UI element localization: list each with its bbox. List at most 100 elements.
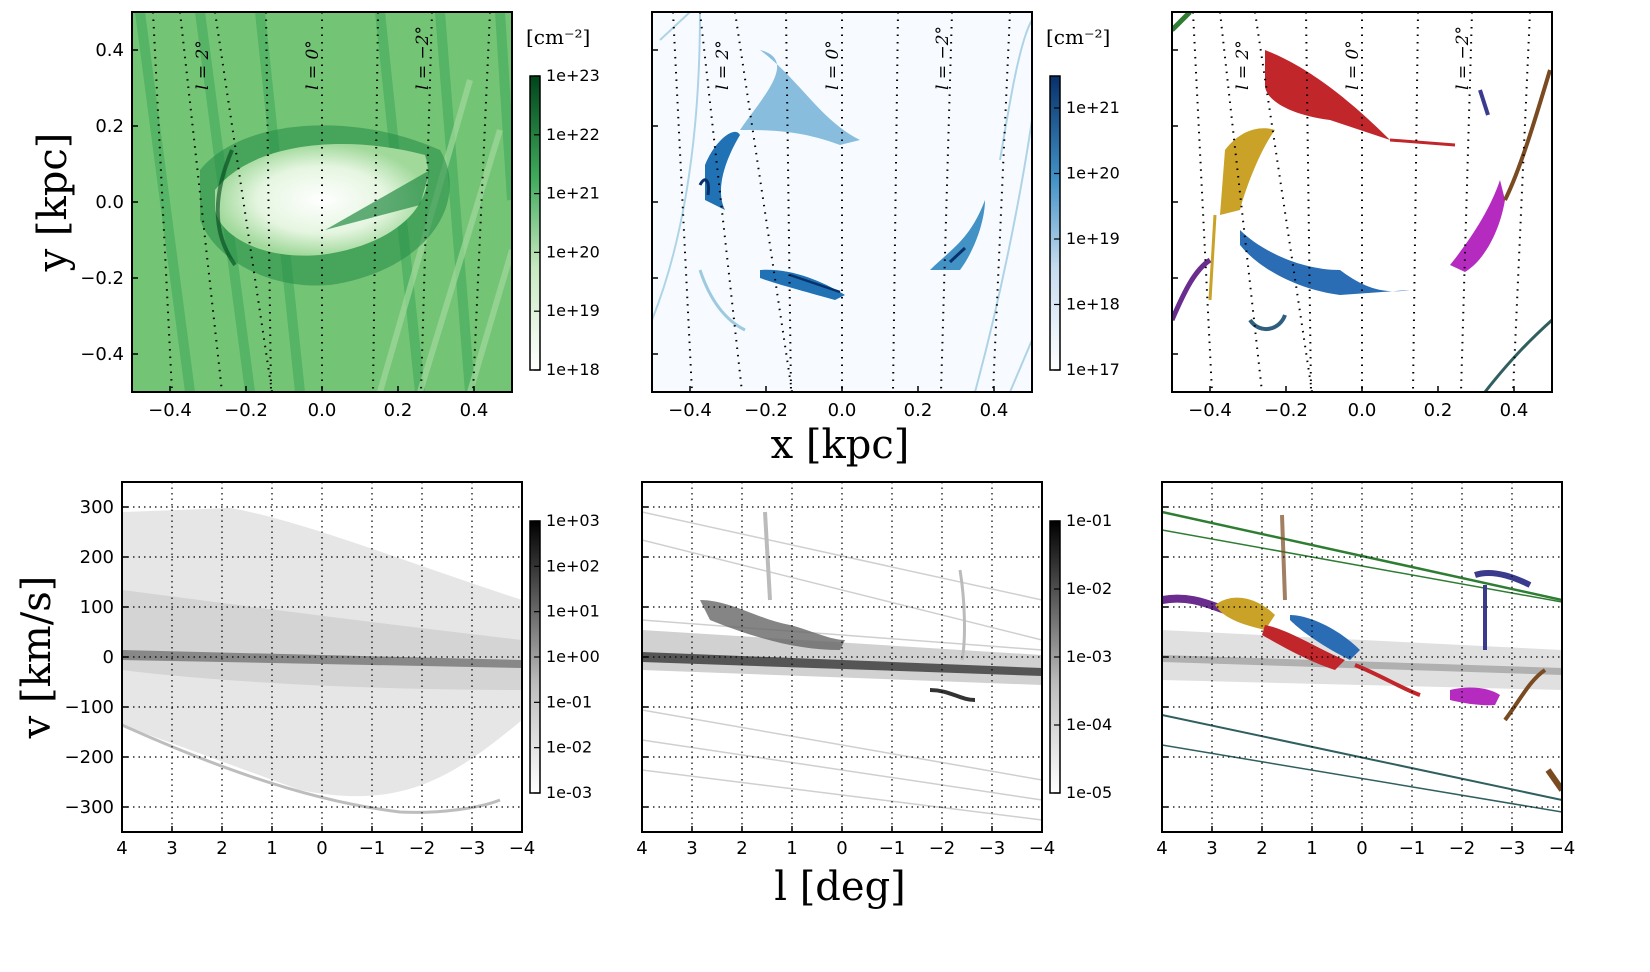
x-tick-label: 4 xyxy=(1156,838,1167,859)
x-tick-label: 0 xyxy=(836,838,847,859)
longitude-label-l-0: l = 0° xyxy=(823,40,843,90)
x-tick-label: 0.2 xyxy=(1424,400,1453,421)
x-tick-label: 0.0 xyxy=(1348,400,1377,421)
colorbar-tick-label: 1e-01 xyxy=(546,692,592,711)
longitude-label-l-0: l = 0° xyxy=(303,40,323,90)
y-tick-label: 0.0 xyxy=(95,192,124,213)
x-tick-label: 0.2 xyxy=(384,400,413,421)
y-tick-label: −300 xyxy=(65,797,114,818)
l-axis-label: l [deg] xyxy=(774,864,906,910)
colorbar-tick-label: 1e+18 xyxy=(1066,295,1120,314)
colorbar-unit-top-middle: [cm⁻²] xyxy=(1046,25,1110,49)
x-tick-label: 0 xyxy=(1356,838,1367,859)
colorbar-tick-label: 1e+00 xyxy=(546,647,600,666)
colorbar-tick-label: 1e+21 xyxy=(546,184,600,203)
panel-top-right: l = 2° l = 0° l = −2° −0.4 −0.2 0.0 0.2 0.4 xyxy=(1171,11,1553,421)
longitude-label-l-2: l = 2° xyxy=(193,40,213,90)
x-tick-label: −3 xyxy=(1499,838,1526,859)
y-tick-label: 100 xyxy=(80,597,114,618)
colorbar-tick-label: 1e+20 xyxy=(546,242,600,261)
colorbar-tick-label: 1e+02 xyxy=(546,556,600,575)
x-tick-label: −0.4 xyxy=(148,400,192,421)
colorbar-tick-label: 1e+18 xyxy=(546,360,600,379)
grid-bottom-left xyxy=(122,482,522,832)
x-tick-label: −3 xyxy=(459,838,486,859)
colorbar-tick-label: 1e-01 xyxy=(1066,511,1112,530)
y-tick-label: −200 xyxy=(65,747,114,768)
x-tick-label: −4 xyxy=(1549,838,1576,859)
y-tick-label: 200 xyxy=(80,547,114,568)
x-tick-label: 4 xyxy=(636,838,647,859)
colorbar-tick-label: 1e-02 xyxy=(546,738,592,757)
colorbar-tick-label: 1e+21 xyxy=(1066,98,1120,117)
y-tick-label: 300 xyxy=(80,497,114,518)
x-tick-label: 0.0 xyxy=(828,400,857,421)
panel-bottom-left: 4 3 2 1 0 −1 −2 −3 −4 300 200 100 0 −100 −200 −300 1e-0… xyxy=(65,481,600,859)
longitude-label-l-2: l = 2° xyxy=(713,40,733,90)
x-tick-label: −0.4 xyxy=(668,400,712,421)
panel-top-middle: l = 2° l = 0° l = −2° −0.4 −0.2 0.0 0.2 0.4 … xyxy=(651,11,1120,421)
x-tick-label: −1 xyxy=(1399,838,1426,859)
colorbar-tick-label: 1e+19 xyxy=(1066,229,1120,248)
x-tick-label: 0.4 xyxy=(460,400,489,421)
x-tick-label: −1 xyxy=(879,838,906,859)
colorbar-tick-label: 1e+20 xyxy=(1066,164,1120,183)
y-tick-label: −0.2 xyxy=(80,268,124,289)
longitude-label-l-neg2: l = −2° xyxy=(1453,26,1473,90)
colorbar-top-middle xyxy=(1049,75,1061,371)
y-axis-label: y [kpc] xyxy=(30,133,76,273)
colorbar-tick-label: 1e+23 xyxy=(546,66,600,85)
x-tick-label: −3 xyxy=(979,838,1006,859)
panel-bottom-right: 4 3 2 1 0 −1 −2 −3 −4 xyxy=(1156,481,1576,859)
x-tick-label: −0.4 xyxy=(1188,400,1232,421)
x-tick-label: −2 xyxy=(409,838,436,859)
grid-bottom-middle xyxy=(642,482,1042,832)
y-tick-label: −0.4 xyxy=(80,344,124,365)
y-tick-label: 0.4 xyxy=(95,40,124,61)
colorbar-tick-label: 1e+01 xyxy=(546,602,600,621)
colorbar-tick-label: 1e-04 xyxy=(1066,715,1112,734)
colorbar-tick-label: 1e+22 xyxy=(546,125,600,144)
x-tick-label: −1 xyxy=(359,838,386,859)
colorbar-tick-label: 1e-05 xyxy=(1066,783,1112,802)
x-tick-label: 1 xyxy=(266,838,277,859)
y-tick-label: −100 xyxy=(65,697,114,718)
panel-bottom-middle: 4 3 2 1 0 −1 −2 −3 −4 1e-05 1e-04 1e-03 1e-02 1e-01 xyxy=(636,481,1112,859)
colorbar-tick-label: 1e-03 xyxy=(1066,647,1112,666)
x-tick-label: −0.2 xyxy=(224,400,268,421)
colorbar-tick-label: 1e+17 xyxy=(1066,360,1120,379)
colorbar-tick-label: 1e-03 xyxy=(546,783,592,802)
x-tick-label: 1 xyxy=(786,838,797,859)
x-tick-label: 0.4 xyxy=(1500,400,1529,421)
x-tick-label: −0.2 xyxy=(744,400,788,421)
grid-bottom-right xyxy=(1162,482,1562,832)
panel-top-left: l = 2° l = 0° l = −2° −0.4 −0.4 −0.2 −0.2 0.… xyxy=(80,11,600,421)
colorbar-unit-top-left: [cm⁻²] xyxy=(526,25,590,49)
longitude-label-l-neg2: l = −2° xyxy=(413,26,433,90)
y-tick-label: 0 xyxy=(103,647,114,668)
colorbar-top-left xyxy=(529,75,541,371)
x-tick-label: 0.2 xyxy=(904,400,933,421)
y-tick-label: 0.2 xyxy=(95,116,124,137)
x-tick-label: −4 xyxy=(509,838,536,859)
longitude-label-l-neg2: l = −2° xyxy=(933,26,953,90)
x-tick-label: 3 xyxy=(1206,838,1217,859)
colorbar-tick-label: 1e+03 xyxy=(546,511,600,530)
v-axis-label: v [km/s] xyxy=(14,576,60,740)
x-tick-label: 2 xyxy=(216,838,227,859)
longitude-label-l-0: l = 0° xyxy=(1343,40,1363,90)
x-tick-label: 0.0 xyxy=(308,400,337,421)
colorbar-tick-label: 1e-02 xyxy=(1066,579,1112,598)
heatmap-top-right xyxy=(1172,12,1552,392)
x-tick-label: −4 xyxy=(1029,838,1056,859)
colorbar-tick-label: 1e+19 xyxy=(546,301,600,320)
x-tick-label: 0 xyxy=(316,838,327,859)
x-tick-label: 1 xyxy=(1306,838,1317,859)
x-tick-label: 3 xyxy=(166,838,177,859)
heatmap-top-middle xyxy=(652,12,1032,392)
x-tick-label: 3 xyxy=(686,838,697,859)
x-tick-label: 4 xyxy=(116,838,127,859)
x-tick-label: 2 xyxy=(1256,838,1267,859)
longitude-label-l-2: l = 2° xyxy=(1233,40,1253,90)
